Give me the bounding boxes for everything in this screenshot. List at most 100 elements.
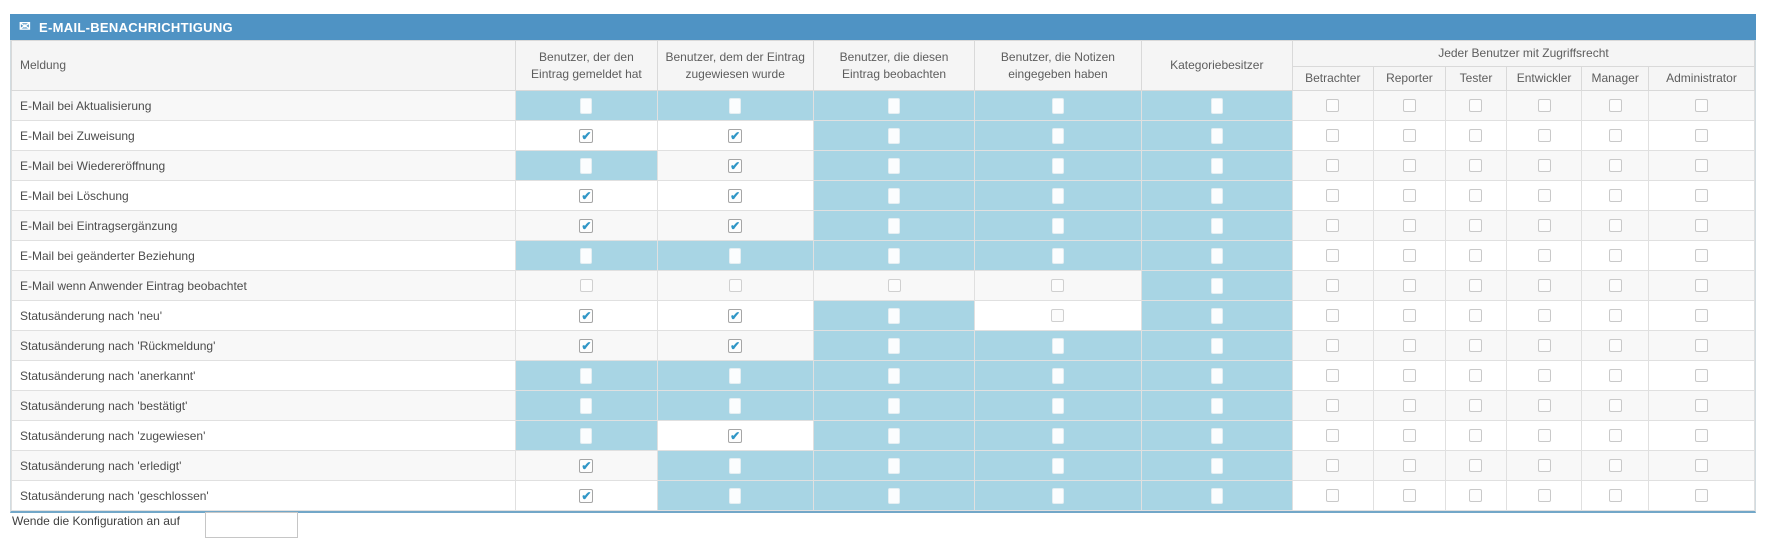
checkbox[interactable] [1694,249,1708,262]
checkbox[interactable] [1469,99,1483,112]
checkbox[interactable] [1210,427,1223,444]
checkbox[interactable] [1537,159,1551,172]
checkbox[interactable] [1210,457,1223,474]
checkbox[interactable] [1469,459,1483,472]
checkbox[interactable] [1537,309,1551,322]
checkbox[interactable] [1469,309,1483,322]
checkbox-checked[interactable]: ✔ [728,308,743,323]
checkbox[interactable] [729,397,742,414]
checkbox[interactable] [1469,399,1483,412]
checkbox[interactable] [1051,187,1064,204]
checkbox[interactable] [1402,249,1416,262]
checkbox[interactable] [1694,189,1708,202]
checkbox[interactable] [887,279,901,292]
checkbox[interactable] [1326,189,1340,202]
checkbox-checked[interactable]: ✔ [579,308,594,323]
checkbox[interactable] [888,307,901,324]
checkbox[interactable] [1402,159,1416,172]
checkbox-checked[interactable]: ✔ [728,428,743,443]
checkbox[interactable] [1537,279,1551,292]
checkbox[interactable] [1326,219,1340,232]
checkbox[interactable] [1326,309,1340,322]
checkbox[interactable] [1402,219,1416,232]
checkbox[interactable] [1210,157,1223,174]
checkbox[interactable] [1051,397,1064,414]
checkbox-checked[interactable]: ✔ [728,218,743,233]
checkbox[interactable] [1210,367,1223,384]
checkbox[interactable] [580,247,593,264]
checkbox[interactable] [1694,309,1708,322]
checkbox[interactable] [729,367,742,384]
checkbox[interactable] [1402,309,1416,322]
checkbox[interactable] [1051,457,1064,474]
checkbox[interactable] [1051,427,1064,444]
checkbox[interactable] [888,157,901,174]
checkbox-checked[interactable]: ✔ [579,218,594,233]
checkbox[interactable] [1469,129,1483,142]
checkbox-checked[interactable]: ✔ [728,188,743,203]
checkbox[interactable] [1326,159,1340,172]
checkbox[interactable] [579,279,593,292]
checkbox[interactable] [1608,189,1622,202]
checkbox[interactable] [1694,369,1708,382]
checkbox[interactable] [580,397,593,414]
checkbox-checked[interactable]: ✔ [728,158,743,173]
checkbox[interactable] [1326,249,1340,262]
checkbox[interactable] [580,97,593,114]
checkbox[interactable] [1051,217,1064,234]
checkbox[interactable] [1537,129,1551,142]
checkbox[interactable] [1469,489,1483,502]
checkbox[interactable] [1537,189,1551,202]
checkbox[interactable] [888,367,901,384]
checkbox[interactable] [1326,369,1340,382]
checkbox[interactable] [1210,337,1223,354]
checkbox[interactable] [1608,129,1622,142]
checkbox[interactable] [1210,277,1223,294]
checkbox[interactable] [1402,339,1416,352]
checkbox[interactable] [1608,309,1622,322]
checkbox[interactable] [1326,339,1340,352]
checkbox[interactable] [1051,279,1065,292]
checkbox[interactable] [1210,307,1223,324]
checkbox-checked[interactable]: ✔ [579,488,594,503]
checkbox[interactable] [1051,97,1064,114]
checkbox[interactable] [1608,429,1622,442]
checkbox[interactable] [1537,339,1551,352]
checkbox[interactable] [1469,189,1483,202]
checkbox[interactable] [1608,459,1622,472]
checkbox[interactable] [580,427,593,444]
checkbox[interactable] [1694,399,1708,412]
checkbox[interactable] [1694,279,1708,292]
checkbox[interactable] [1326,459,1340,472]
checkbox[interactable] [580,367,593,384]
checkbox[interactable] [888,97,901,114]
checkbox-checked[interactable]: ✔ [579,338,594,353]
checkbox[interactable] [1051,157,1064,174]
checkbox[interactable] [1694,339,1708,352]
checkbox[interactable] [1051,247,1064,264]
checkbox[interactable] [1469,279,1483,292]
checkbox[interactable] [1608,249,1622,262]
checkbox[interactable] [1051,337,1064,354]
checkbox[interactable] [1608,369,1622,382]
checkbox[interactable] [1402,459,1416,472]
checkbox[interactable] [729,457,742,474]
checkbox[interactable] [1608,399,1622,412]
checkbox[interactable] [1210,97,1223,114]
checkbox[interactable] [1694,219,1708,232]
checkbox[interactable] [1051,127,1064,144]
checkbox[interactable] [729,247,742,264]
checkbox-checked[interactable]: ✔ [728,128,743,143]
checkbox[interactable] [1469,219,1483,232]
checkbox[interactable] [1469,339,1483,352]
checkbox[interactable] [888,247,901,264]
checkbox[interactable] [1537,429,1551,442]
checkbox[interactable] [1694,129,1708,142]
checkbox[interactable] [1402,99,1416,112]
checkbox[interactable] [1469,249,1483,262]
checkbox[interactable] [1326,129,1340,142]
checkbox[interactable] [1469,369,1483,382]
checkbox[interactable] [1469,159,1483,172]
checkbox[interactable] [1402,489,1416,502]
checkbox[interactable] [1537,219,1551,232]
